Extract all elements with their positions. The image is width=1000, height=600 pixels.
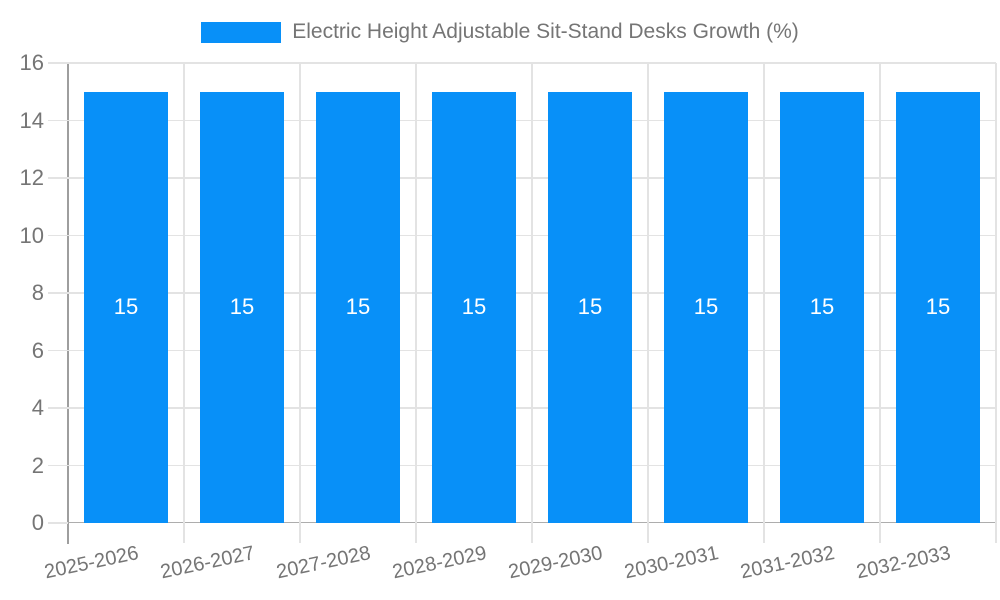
bar-value-label: 15 (461, 294, 487, 320)
bar[interactable]: 15 (84, 91, 168, 523)
y-axis-tick-label: 8 (31, 280, 44, 305)
bar[interactable]: 15 (780, 91, 864, 523)
bar[interactable]: 15 (664, 91, 748, 523)
bar-value-label: 15 (113, 294, 139, 320)
y-axis-tickmark (48, 119, 68, 122)
x-axis-tickmark (647, 523, 649, 543)
y-axis-tick-label: 4 (31, 395, 44, 420)
y-axis-tickmark (48, 292, 68, 294)
y-axis-tick-label: 0 (31, 510, 44, 535)
gridline-vertical (299, 63, 301, 523)
bar-value-label: 15 (577, 294, 603, 320)
x-axis-tickmark (879, 523, 881, 543)
bar[interactable]: 15 (896, 91, 980, 523)
y-axis-tickmark (48, 62, 68, 64)
x-axis-tickmark (995, 523, 997, 543)
legend: Electric Height Adjustable Sit-Stand Des… (0, 20, 1000, 44)
bar[interactable]: 15 (200, 91, 284, 523)
bar[interactable]: 15 (432, 91, 516, 523)
bar-value-label: 15 (809, 294, 835, 320)
bar-value-label: 15 (229, 294, 255, 320)
y-axis-line (67, 63, 69, 544)
y-axis-tickmark (48, 177, 68, 179)
x-axis-tickmark (299, 523, 301, 543)
plot-area: 15 15 15 15 15 15 15 15 (48, 62, 997, 544)
legend-label: Electric Height Adjustable Sit-Stand Des… (292, 20, 799, 43)
gridline-vertical (415, 63, 417, 523)
gridline-vertical (879, 63, 881, 523)
y-axis-tick-label: 6 (31, 337, 44, 363)
x-axis-tickmark (763, 523, 765, 543)
y-axis-tickmark (48, 234, 68, 237)
y-axis-tickmark (48, 464, 68, 467)
x-axis-tickmark (531, 523, 533, 543)
y-axis-tick-label: 14 (19, 107, 44, 133)
bar-value-label: 15 (693, 294, 719, 320)
x-axis-tickmark (183, 523, 185, 543)
y-axis-tick-label: 2 (31, 452, 44, 478)
gridline-vertical (183, 63, 185, 523)
y-axis-tickmark (48, 349, 68, 352)
y-axis-tick-label: 10 (19, 222, 44, 248)
y-axis-tickmark (48, 407, 68, 409)
bar[interactable]: 15 (548, 91, 632, 523)
x-axis-tickmark (415, 523, 417, 543)
legend-swatch (201, 21, 282, 43)
y-axis-tick-label: 16 (19, 50, 44, 75)
bar[interactable]: 15 (316, 91, 400, 523)
gridline-vertical (531, 63, 533, 523)
y-axis-tickmark (48, 522, 68, 524)
bar-value-label: 15 (925, 294, 951, 320)
gridline-vertical (647, 63, 649, 523)
gridline-vertical (995, 63, 997, 523)
y-axis-tick-label: 12 (19, 165, 44, 190)
gridline-vertical (763, 63, 765, 523)
bar-value-label: 15 (345, 294, 371, 320)
